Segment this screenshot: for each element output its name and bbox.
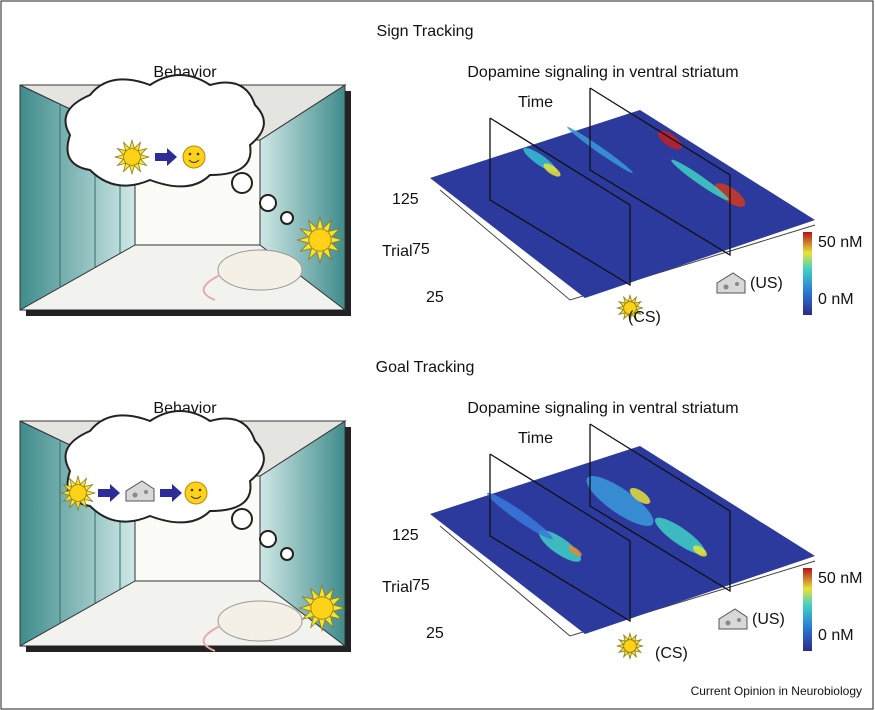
cs-label: (CS) [655,645,688,662]
smiley [183,146,205,168]
colorbar-label: 50 nM [818,570,862,587]
hole [724,285,729,290]
us-label: (US) [750,275,783,292]
surface [430,110,815,298]
footer: Current Opinion in Neurobiology [691,684,862,698]
rat [218,250,302,290]
plot-title: Dopamine signaling in ventral striatum [467,400,738,417]
sun [624,640,637,653]
trial-tick: 25 [426,625,444,642]
bubble-dot [232,173,252,193]
hole [133,493,138,498]
sun [309,229,331,251]
bubble-dot [281,212,293,224]
trial-tick: 125 [392,527,419,544]
time-label: Time [518,94,553,111]
sun [124,149,141,166]
bubble-dot [260,531,276,547]
bubble-dot [232,509,252,529]
trial-tick: 75 [412,241,430,258]
time-label: Time [518,430,553,447]
colorbar-label: 50 nM [818,234,862,251]
smiley [185,482,207,504]
bubble-dot [260,195,276,211]
thought-bubble [66,411,264,522]
cheese [719,609,747,629]
surface [430,446,815,634]
cs-label: (CS) [628,309,661,326]
colorbar [803,568,812,651]
panel-title: Sign Tracking [377,23,474,40]
eye [199,489,202,492]
sun [70,485,87,502]
figure: Current Opinion in Neurobiology Sign Tra… [0,0,875,710]
hole [735,282,739,286]
colorbar-label: 0 nM [818,291,854,308]
trial-label: Trial [382,579,413,596]
hole [737,618,741,622]
panel-title: Goal Tracking [376,359,475,376]
trial-label: Trial [382,243,413,260]
colorbar [803,232,812,315]
rat [218,601,302,641]
hole [726,621,731,626]
hole [144,490,148,494]
trial-tick: 75 [412,577,430,594]
plot-title: Dopamine signaling in ventral striatum [467,64,738,81]
colorbar-label: 0 nM [818,627,854,644]
trial-tick: 125 [392,191,419,208]
cheese [717,273,745,293]
trial-tick: 25 [426,289,444,306]
bubble-dot [281,548,293,560]
sun [311,597,333,619]
eye [191,489,194,492]
eye [197,153,200,156]
eye [189,153,192,156]
thought-bubble [66,75,264,186]
us-label: (US) [752,611,785,628]
